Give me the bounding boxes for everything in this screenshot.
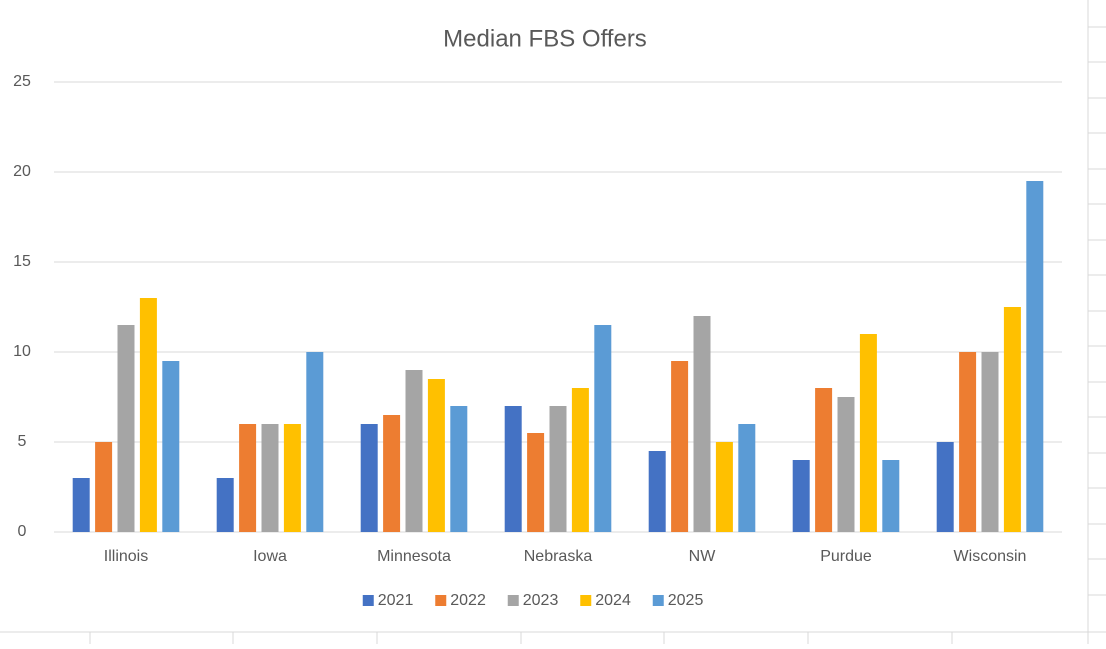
bar bbox=[527, 433, 545, 532]
chart-title: Median FBS Offers bbox=[443, 25, 647, 52]
bar bbox=[594, 325, 612, 532]
legend-label: 2024 bbox=[595, 592, 631, 609]
bar bbox=[549, 406, 567, 532]
legend-label: 2022 bbox=[450, 592, 486, 609]
y-tick-label: 10 bbox=[13, 343, 31, 360]
legend-swatch bbox=[435, 595, 447, 606]
x-tick-label: Nebraska bbox=[524, 548, 593, 565]
legend-label: 2023 bbox=[523, 592, 559, 609]
bar bbox=[216, 478, 234, 532]
legend-swatch bbox=[362, 595, 374, 606]
x-tick-label: Illinois bbox=[104, 548, 148, 565]
y-tick-label: 20 bbox=[13, 163, 31, 180]
legend-swatch bbox=[507, 595, 519, 606]
x-tick-label: Wisconsin bbox=[954, 548, 1027, 565]
x-tick-label: Iowa bbox=[253, 548, 287, 565]
bar bbox=[450, 406, 468, 532]
bar bbox=[383, 415, 401, 532]
bar bbox=[162, 361, 180, 532]
y-tick-label: 15 bbox=[13, 253, 31, 270]
bar bbox=[360, 424, 378, 532]
bar bbox=[95, 442, 113, 532]
bar bbox=[306, 352, 324, 532]
bar bbox=[117, 325, 135, 532]
x-tick-label: Purdue bbox=[820, 548, 872, 565]
y-tick-label: 25 bbox=[13, 73, 31, 90]
bar bbox=[792, 460, 810, 532]
bar bbox=[859, 334, 877, 532]
bar bbox=[427, 379, 445, 532]
bar bbox=[981, 352, 999, 532]
bar bbox=[72, 478, 90, 532]
bar bbox=[571, 388, 589, 532]
bar bbox=[959, 352, 977, 532]
bar bbox=[405, 370, 423, 532]
bar bbox=[738, 424, 756, 532]
bar bbox=[504, 406, 522, 532]
legend-swatch bbox=[580, 595, 592, 606]
y-tick-label: 0 bbox=[18, 523, 27, 540]
bar bbox=[936, 442, 954, 532]
y-tick-label: 5 bbox=[18, 433, 27, 450]
bar bbox=[139, 298, 157, 532]
x-tick-label: Minnesota bbox=[377, 548, 451, 565]
legend-swatch bbox=[652, 595, 664, 606]
bar bbox=[837, 397, 855, 532]
bar bbox=[671, 361, 689, 532]
bar bbox=[648, 451, 666, 532]
bar bbox=[1003, 307, 1021, 532]
legend-label: 2021 bbox=[378, 592, 414, 609]
bar bbox=[239, 424, 257, 532]
bar bbox=[1026, 181, 1044, 532]
bar bbox=[715, 442, 733, 532]
bar bbox=[283, 424, 301, 532]
bar bbox=[815, 388, 833, 532]
x-tick-label: NW bbox=[689, 548, 717, 565]
bar bbox=[261, 424, 279, 532]
legend-label: 2025 bbox=[668, 592, 704, 609]
bar bbox=[693, 316, 711, 532]
bar bbox=[882, 460, 900, 532]
